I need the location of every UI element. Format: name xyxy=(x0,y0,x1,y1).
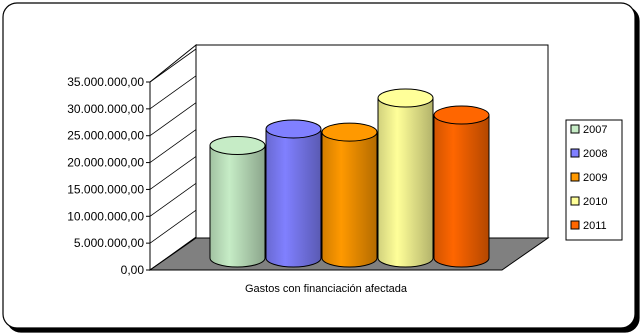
legend-label-2009: 2009 xyxy=(583,172,607,184)
y-tick-label: 35.000.000,00 xyxy=(67,75,144,89)
side-wall-line xyxy=(149,48,197,83)
legend-swatch-2011 xyxy=(570,220,580,230)
bar-2008 xyxy=(265,119,322,268)
side-wall-line xyxy=(149,182,197,217)
bar-top-2009 xyxy=(321,122,378,142)
legend-label-2010: 2010 xyxy=(583,196,607,208)
x-axis-label: Gastos con financiación afectada xyxy=(245,283,408,295)
legend-label-2008: 2008 xyxy=(583,148,607,160)
legend: 2007 2008 2009 2010 2011 xyxy=(565,119,623,241)
legend-swatch-2010 xyxy=(570,196,580,206)
legend-label-2011: 2011 xyxy=(583,220,607,232)
side-wall-line xyxy=(149,102,197,137)
bar-body-2011 xyxy=(433,114,490,268)
side-wall-line xyxy=(149,129,197,163)
side-wall-line xyxy=(149,236,197,271)
y-tick-label: 20.000.000,00 xyxy=(67,156,144,170)
bars xyxy=(209,88,490,268)
legend-swatch-2008 xyxy=(570,148,580,158)
y-tick-label: 10.000.000,00 xyxy=(67,209,144,223)
bar-body-2009 xyxy=(321,131,378,268)
y-tick-label: 25.000.000,00 xyxy=(67,129,144,143)
bar-2010 xyxy=(377,88,434,268)
bar-2007 xyxy=(209,135,266,268)
y-tick-label: 30.000.000,00 xyxy=(67,102,144,116)
legend-label-2007: 2007 xyxy=(583,124,607,136)
bar-body-2007 xyxy=(209,144,266,268)
bar-top-2008 xyxy=(265,119,322,139)
legend-swatch-2009 xyxy=(570,172,580,182)
side-wall-line xyxy=(149,209,197,244)
bar-top-2011 xyxy=(433,105,490,125)
y-tick-label: 5.000.000,00 xyxy=(74,236,144,250)
y-axis: 0,00 5.000.000,00 10.000.000,00 15.000.000,… xyxy=(67,48,197,277)
y-tick-label: 0,00 xyxy=(121,263,145,277)
side-wall-line xyxy=(149,75,197,110)
bar-2009 xyxy=(321,122,378,268)
bar-top-2007 xyxy=(209,135,266,155)
legend-swatch-2007 xyxy=(570,124,580,134)
bar-body-2010 xyxy=(377,97,434,268)
y-tick-label: 15.000.000,00 xyxy=(67,182,144,196)
bar-body-2008 xyxy=(265,128,322,268)
bar-top-2010 xyxy=(377,88,434,108)
bar-2011 xyxy=(433,105,490,268)
side-wall-line xyxy=(149,156,197,190)
